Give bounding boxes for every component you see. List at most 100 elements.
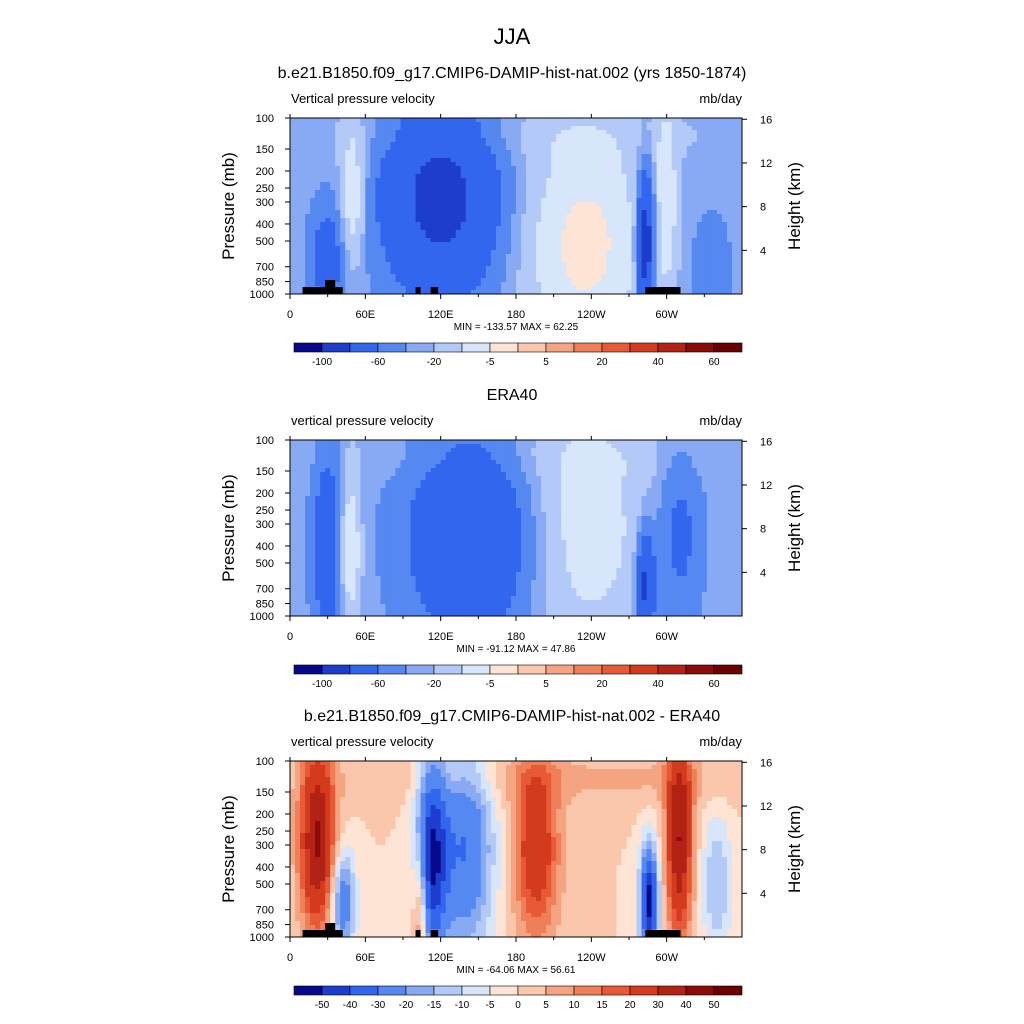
field-cell bbox=[425, 286, 432, 291]
field-cell bbox=[726, 150, 733, 155]
field-cell bbox=[726, 258, 733, 263]
field-cell bbox=[365, 266, 371, 271]
field-cell bbox=[561, 242, 567, 247]
field-cell bbox=[480, 142, 487, 147]
field-cell bbox=[721, 286, 728, 291]
field-cell bbox=[345, 552, 351, 557]
field-cell bbox=[385, 270, 391, 275]
field-cell bbox=[315, 504, 321, 509]
field-cell bbox=[536, 258, 542, 263]
field-cell bbox=[686, 222, 693, 227]
field-cell bbox=[335, 548, 341, 553]
field-cell bbox=[475, 146, 482, 151]
field-cell bbox=[345, 142, 351, 147]
field-cell bbox=[641, 242, 647, 247]
field-cell bbox=[380, 540, 386, 545]
field-cell bbox=[536, 126, 542, 131]
field-cell bbox=[435, 250, 442, 255]
field-cell bbox=[370, 246, 376, 251]
field-cell bbox=[330, 238, 336, 243]
field-cell bbox=[380, 214, 386, 219]
field-cell bbox=[596, 150, 602, 155]
field-cell bbox=[716, 154, 723, 159]
field-cell bbox=[556, 166, 562, 171]
field-cell bbox=[716, 262, 723, 267]
field-cell bbox=[551, 118, 557, 123]
field-cell bbox=[546, 274, 552, 279]
field-cell bbox=[420, 214, 426, 219]
field-cell bbox=[551, 178, 557, 183]
field-cell bbox=[310, 214, 316, 219]
field-cell bbox=[691, 218, 698, 223]
field-cell bbox=[390, 572, 396, 577]
field-cell bbox=[355, 202, 361, 207]
field-cell bbox=[345, 210, 351, 215]
field-cell bbox=[415, 226, 421, 231]
field-cell bbox=[551, 210, 557, 215]
field-cell bbox=[350, 254, 356, 259]
field-cell bbox=[571, 182, 577, 187]
field-cell bbox=[455, 190, 462, 195]
field-cell bbox=[305, 162, 311, 167]
field-cell bbox=[646, 118, 652, 123]
field-cell bbox=[290, 444, 296, 449]
field-cell bbox=[375, 540, 381, 545]
field-cell bbox=[390, 608, 396, 613]
field-cell bbox=[315, 126, 321, 131]
field-cell bbox=[651, 122, 658, 127]
field-cell bbox=[420, 282, 426, 287]
field-cell bbox=[400, 146, 406, 151]
field-cell bbox=[365, 198, 371, 203]
field-cell bbox=[300, 202, 306, 207]
field-cell bbox=[646, 278, 652, 283]
field-cell bbox=[315, 500, 321, 505]
field-cell bbox=[696, 290, 703, 295]
field-cell bbox=[691, 242, 698, 247]
field-cell bbox=[420, 198, 426, 203]
field-cell bbox=[440, 170, 447, 175]
field-cell bbox=[355, 250, 361, 255]
field-cell bbox=[701, 142, 708, 147]
field-cell bbox=[365, 540, 371, 545]
field-cell bbox=[300, 174, 306, 179]
field-cell bbox=[340, 492, 346, 497]
field-cell bbox=[455, 230, 462, 235]
field-cell bbox=[541, 242, 547, 247]
field-cell bbox=[445, 138, 452, 143]
field-cell bbox=[395, 118, 401, 123]
field-cell bbox=[365, 242, 371, 247]
field-cell bbox=[345, 452, 351, 457]
field-cell bbox=[646, 206, 652, 211]
field-cell bbox=[581, 238, 587, 243]
field-cell bbox=[340, 286, 346, 291]
field-cell bbox=[596, 290, 602, 295]
field-cell bbox=[430, 278, 437, 283]
field-cell bbox=[345, 480, 351, 485]
field-cell bbox=[495, 206, 502, 211]
field-cell bbox=[596, 146, 602, 151]
field-cell bbox=[681, 222, 688, 227]
field-cell bbox=[355, 492, 361, 497]
field-cell bbox=[701, 234, 708, 239]
field-cell bbox=[335, 174, 341, 179]
field-cell bbox=[666, 150, 673, 155]
field-cell bbox=[405, 142, 411, 147]
field-cell bbox=[666, 142, 673, 147]
field-cell bbox=[616, 154, 622, 159]
field-cell bbox=[375, 194, 381, 199]
field-cell bbox=[591, 198, 597, 203]
field-cell bbox=[390, 178, 396, 183]
field-cell bbox=[310, 118, 316, 123]
field-cell bbox=[556, 290, 562, 295]
field-cell bbox=[370, 596, 376, 601]
field-cell bbox=[295, 488, 301, 493]
field-cell bbox=[440, 250, 447, 255]
field-cell bbox=[290, 234, 296, 239]
field-cell bbox=[340, 592, 346, 597]
field-cell bbox=[400, 186, 406, 191]
field-cell bbox=[701, 134, 708, 139]
field-cell bbox=[455, 258, 462, 263]
field-cell bbox=[546, 242, 552, 247]
field-cell bbox=[320, 234, 326, 239]
